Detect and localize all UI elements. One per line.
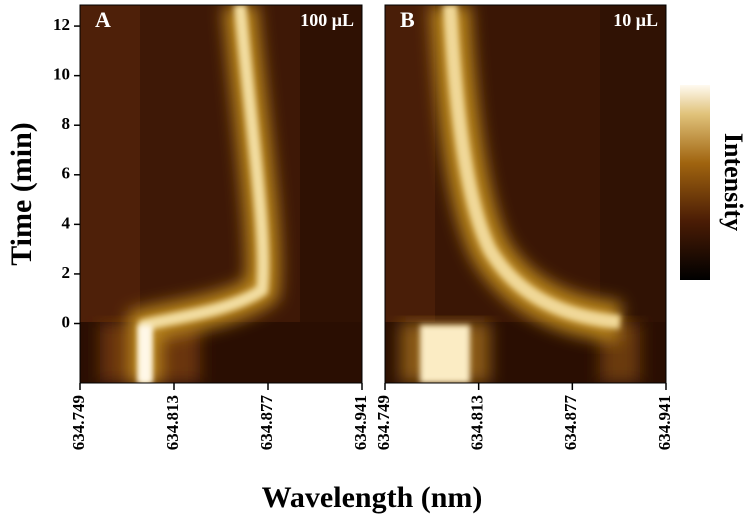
colorbar-label: Intensity (719, 133, 748, 231)
y-tick-label: 8 (62, 114, 71, 133)
annotation: 10 μL (613, 10, 658, 30)
plot-frame (384, 4, 667, 384)
y-tick-label: 0 (62, 312, 71, 331)
x-tick-label: 634.877 (257, 395, 276, 451)
x-tick-label: 634.941 (351, 395, 370, 450)
x-tick-label: 634.813 (163, 395, 182, 450)
y-tick-label: 10 (53, 65, 70, 84)
x-tick-label: 634.941 (655, 395, 674, 450)
y-tick-label: 12 (53, 15, 70, 34)
colorbar (680, 85, 710, 280)
panel-label: A (95, 7, 111, 32)
y-tick-label: 4 (62, 213, 71, 232)
x-tick-label: 634.813 (468, 395, 487, 450)
x-tick-label: 634.749 (374, 395, 393, 450)
x-tick-label: 634.877 (561, 395, 580, 451)
x-tick-label: 634.749 (69, 395, 88, 450)
y-tick-label: 2 (62, 263, 71, 282)
annotation: 100 μL (300, 10, 354, 30)
y-tick-label: 6 (62, 164, 71, 183)
heatmap-image (80, 5, 362, 383)
panel-label: B (400, 7, 415, 32)
x-axis-label: Wavelength (nm) (262, 481, 483, 514)
y-axis-label: Time (min) (5, 122, 38, 266)
heatmap-image (385, 5, 666, 383)
plot-frame (79, 4, 363, 384)
